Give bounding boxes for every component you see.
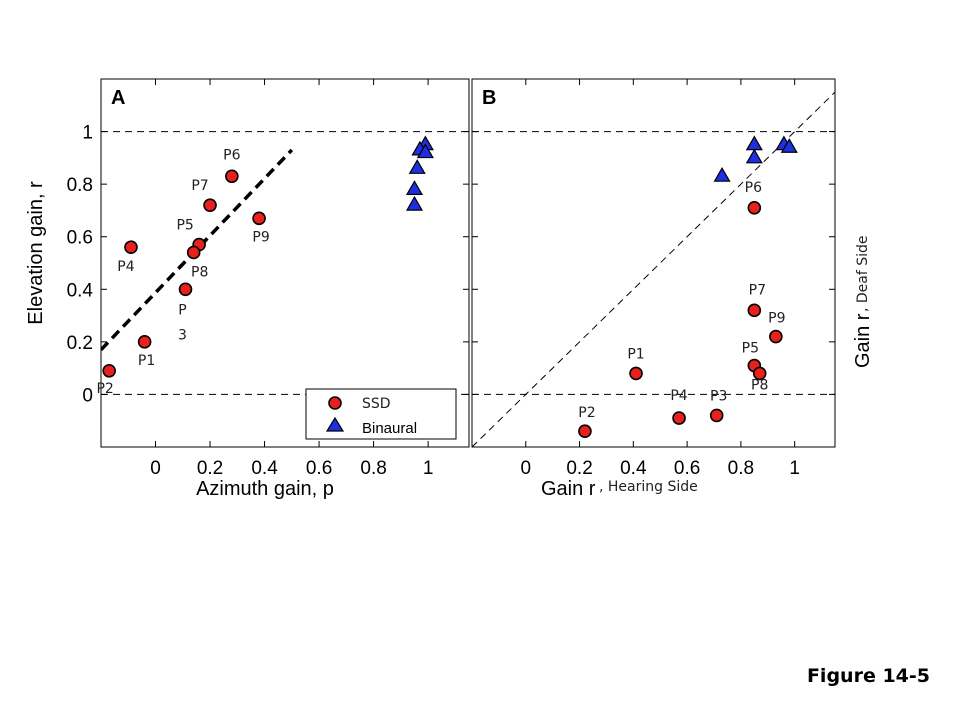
ssd-point bbox=[629, 366, 643, 381]
point-label: P8 bbox=[751, 377, 768, 393]
ssd-point bbox=[252, 211, 266, 226]
binaural-point bbox=[713, 166, 731, 182]
x-tick-label: 0.4 bbox=[620, 458, 647, 479]
point-label-p3: P bbox=[178, 302, 186, 318]
point-label: P9 bbox=[768, 311, 785, 327]
legend: SSD Binaural bbox=[305, 388, 457, 440]
ssd-point bbox=[225, 169, 239, 184]
panel-a: 0 0.2 0.4 0.6 0.8 100.20.40.60.81AP2P1P4P3P5P… bbox=[25, 78, 470, 500]
point-label: P2 bbox=[578, 405, 595, 421]
reference-lines bbox=[472, 91, 835, 447]
point-label: P5 bbox=[176, 218, 193, 234]
point-label: P8 bbox=[191, 264, 208, 280]
y-axis-label-group: Gain r, Deaf Side bbox=[852, 235, 874, 368]
x-tick-label: 0.2 bbox=[566, 458, 592, 479]
x-axis-label-suffix: , Hearing Side bbox=[599, 479, 698, 495]
identity-line bbox=[472, 91, 835, 447]
point-label: P1 bbox=[138, 353, 155, 369]
ssd-point bbox=[178, 282, 193, 297]
binaural-point bbox=[780, 138, 798, 153]
y-tick-label: 0 bbox=[82, 385, 93, 406]
point-label: P6 bbox=[223, 147, 240, 163]
x-tick-label: 0.4 bbox=[251, 458, 278, 479]
point-label: P3 bbox=[710, 388, 727, 404]
legend-ssd-label: SSD bbox=[362, 396, 391, 412]
ssd-point bbox=[102, 363, 116, 378]
ssd-point bbox=[747, 201, 762, 215]
ssd-point bbox=[747, 303, 762, 318]
fit-line bbox=[101, 148, 294, 351]
binaural-point bbox=[745, 135, 763, 151]
y-tick-label: 0.6 bbox=[67, 228, 93, 249]
y-axis-label: Gain r bbox=[852, 313, 874, 368]
x-tick-label: 0.2 bbox=[197, 458, 223, 479]
x-axis-label: Azimuth gain, p bbox=[196, 478, 334, 500]
point-label: P4 bbox=[117, 259, 134, 275]
point-label-p3-digit: 3 bbox=[178, 327, 187, 343]
x-tick-label: 0.8 bbox=[728, 458, 754, 479]
ssd-point bbox=[769, 329, 783, 344]
legend-ssd-marker bbox=[328, 396, 342, 410]
y-axis-label: Elevation gain, r bbox=[25, 181, 47, 325]
point-label: P7 bbox=[191, 178, 208, 194]
ssd-point bbox=[578, 424, 592, 439]
point-label: P7 bbox=[749, 282, 766, 298]
point-label: P5 bbox=[742, 341, 759, 357]
point-label: P1 bbox=[627, 346, 644, 362]
ssd-point bbox=[752, 366, 767, 381]
y-tick-label: 0.4 bbox=[67, 280, 94, 301]
x-tick-label: 1 bbox=[789, 458, 800, 479]
binaural-point bbox=[416, 143, 434, 159]
x-tick-label: 0.6 bbox=[674, 458, 700, 479]
x-tick-label: 0 bbox=[150, 458, 161, 479]
y-tick-label: 1 bbox=[82, 123, 93, 144]
ssd-point bbox=[137, 335, 152, 349]
x-tick-label: 0 bbox=[520, 458, 531, 479]
y-tick-label: 0.8 bbox=[67, 175, 93, 196]
legend-binaural-label: Binaural bbox=[362, 420, 417, 437]
point-label: P2 bbox=[96, 381, 113, 397]
binaural-point bbox=[405, 180, 424, 195]
ssd-point bbox=[672, 411, 686, 425]
binaural-point bbox=[405, 195, 424, 211]
y-axis-label-suffix: , Deaf Side bbox=[855, 235, 871, 312]
figure-label: Figure 14-5 bbox=[806, 665, 930, 687]
plot-frame bbox=[100, 78, 470, 448]
point-label: P4 bbox=[670, 388, 687, 404]
plot-frame bbox=[471, 78, 836, 448]
y-tick-label: 0.2 bbox=[67, 333, 93, 354]
ssd-point bbox=[186, 245, 201, 260]
ssd-point bbox=[124, 240, 138, 255]
ssd-point bbox=[203, 198, 217, 212]
panel-letter: A bbox=[111, 87, 125, 109]
point-label: P6 bbox=[745, 180, 762, 196]
x-tick-label: 0.6 bbox=[306, 458, 332, 479]
x-axis-label: Gain r bbox=[541, 478, 596, 500]
panel-letter: B bbox=[482, 87, 496, 109]
binaural-point bbox=[745, 148, 763, 164]
legend-binaural-marker bbox=[325, 416, 345, 432]
binaural-point bbox=[408, 159, 426, 174]
x-tick-label: 1 bbox=[423, 458, 434, 479]
ssd-point bbox=[709, 408, 724, 423]
point-label: P9 bbox=[252, 229, 269, 245]
x-tick-label: 0.8 bbox=[360, 458, 386, 479]
